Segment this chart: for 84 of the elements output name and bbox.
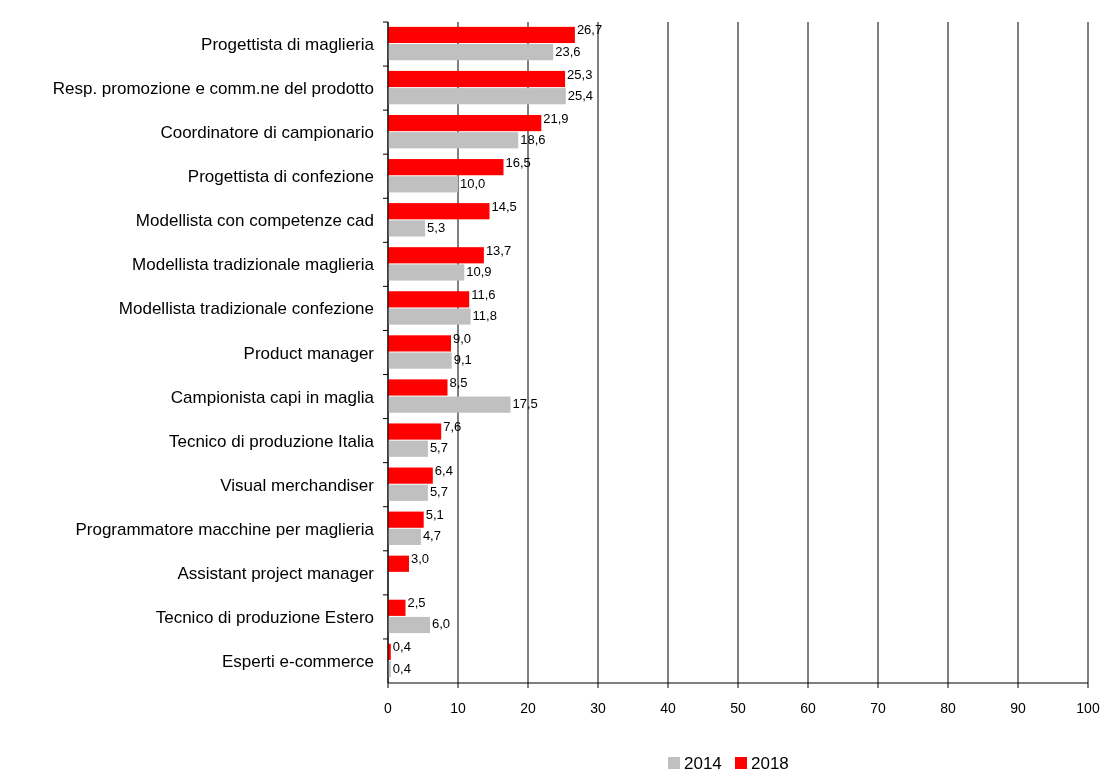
bar xyxy=(388,132,519,149)
data-label: 10,0 xyxy=(460,175,486,191)
data-label: 21,9 xyxy=(543,110,569,126)
bar xyxy=(388,26,575,44)
y-tick-label: Coordinatore di campionario xyxy=(160,123,374,143)
data-label: 25,3 xyxy=(567,66,593,82)
y-tick-label: Modellista con competenze cad xyxy=(135,211,374,231)
bar xyxy=(388,264,465,281)
data-label: 13,7 xyxy=(485,242,512,258)
x-tick-label: 30 xyxy=(590,700,606,716)
y-tick-label: Tecnico di produzione Italia xyxy=(168,431,375,451)
bar xyxy=(388,247,484,264)
bar xyxy=(388,220,426,237)
x-tick-label: 90 xyxy=(1010,700,1026,716)
bar xyxy=(388,467,433,484)
bar xyxy=(388,599,406,616)
x-tick-label: 10 xyxy=(450,700,466,716)
data-label: 9,1 xyxy=(453,352,472,368)
data-label: 5,7 xyxy=(429,484,448,500)
y-tick-label: Progettista di maglieria xyxy=(201,35,375,55)
data-label: 0,4 xyxy=(392,639,411,655)
y-tick-label: Programmatore macchine per maglieria xyxy=(75,519,375,539)
bar xyxy=(388,203,490,220)
y-tick-label: Visual merchandiser xyxy=(220,475,375,495)
x-tick-label: 80 xyxy=(940,700,956,716)
bar xyxy=(388,555,409,572)
data-label: 0,4 xyxy=(392,660,411,676)
y-tick-label: Tecnico di produzione Estero xyxy=(155,607,374,627)
y-tick-label: Product manager xyxy=(243,343,375,363)
bar xyxy=(388,159,504,176)
data-label: 6,4 xyxy=(434,463,453,479)
bar xyxy=(388,528,421,545)
bar xyxy=(388,484,428,501)
data-label: 10,9 xyxy=(466,263,492,279)
data-label: 4,7 xyxy=(422,528,441,544)
y-tick-label: Progettista di confezione xyxy=(187,167,374,187)
x-tick-label: 60 xyxy=(800,700,816,716)
y-tick-label: Campionista capi in maglia xyxy=(170,387,375,407)
data-label: 16,5 xyxy=(505,154,531,170)
data-label: 5,1 xyxy=(425,507,444,523)
bar xyxy=(388,44,554,61)
bar xyxy=(388,511,424,528)
legend-label: 2018 xyxy=(751,754,789,773)
data-label: 9,0 xyxy=(453,330,472,346)
data-label: 5,3 xyxy=(427,219,446,235)
y-tick-label: Assistant project manager xyxy=(177,563,375,583)
data-label: 11,8 xyxy=(472,308,497,324)
bar xyxy=(388,291,470,308)
bar xyxy=(388,308,471,325)
data-label: 14,5 xyxy=(491,198,517,214)
bar xyxy=(388,352,452,369)
x-tick-label: 40 xyxy=(660,700,676,716)
data-label: 11,6 xyxy=(471,286,496,302)
bar xyxy=(388,379,448,396)
bar xyxy=(388,176,458,193)
x-tick-label: 100 xyxy=(1076,700,1100,716)
bar xyxy=(388,396,511,413)
data-label: 17,5 xyxy=(512,396,538,412)
data-label: 3,0 xyxy=(411,551,430,567)
bar xyxy=(388,88,566,105)
bar xyxy=(388,70,566,88)
data-label: 7,6 xyxy=(443,419,462,435)
y-tick-label: Modellista tradizionale confezione xyxy=(118,299,374,319)
bar xyxy=(388,114,542,132)
bar xyxy=(388,335,451,352)
data-label: 18,6 xyxy=(520,131,546,147)
data-label: 5,7 xyxy=(429,440,448,456)
x-tick-label: 0 xyxy=(384,700,393,716)
y-tick-label: Resp. promozione e comm.ne del prodotto xyxy=(52,79,374,99)
x-tick-label: 50 xyxy=(730,700,746,716)
data-label: 26,7 xyxy=(576,22,603,38)
x-tick-label: 20 xyxy=(520,700,536,716)
y-tick-label: Modellista tradizionale maglieria xyxy=(132,255,375,275)
bar xyxy=(388,423,442,440)
data-label: 8,5 xyxy=(449,374,468,390)
bar xyxy=(388,616,430,634)
bar xyxy=(388,440,428,457)
data-label: 2,5 xyxy=(407,595,426,611)
data-label: 23,6 xyxy=(555,43,581,59)
legend-label: 2014 xyxy=(684,754,722,773)
x-tick-label: 70 xyxy=(870,700,886,716)
y-tick-label: Esperti e-commerce xyxy=(221,651,374,671)
data-label: 6,0 xyxy=(432,616,451,632)
data-label: 25,4 xyxy=(567,87,594,103)
